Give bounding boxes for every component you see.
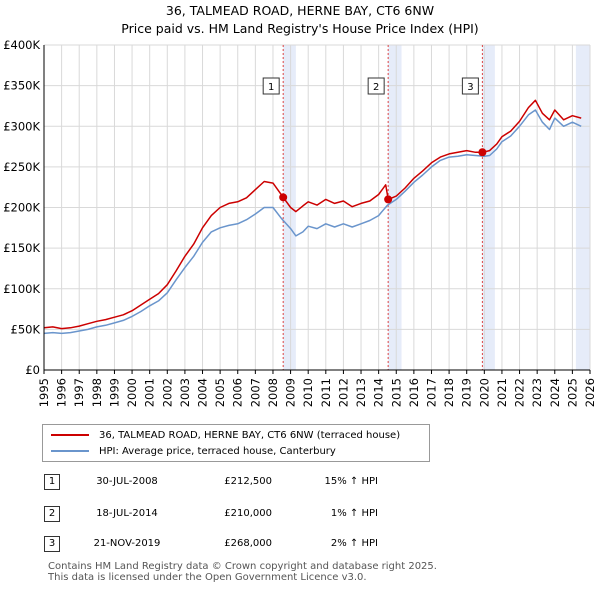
transaction-date: 30-JUL-2008 bbox=[96, 476, 158, 487]
sale-label: 1 bbox=[268, 82, 274, 93]
x-tick-label: 1997 bbox=[72, 378, 86, 407]
x-tick-label: 2022 bbox=[513, 378, 527, 407]
x-tick-label: 2005 bbox=[213, 378, 227, 407]
x-tick-label: 2023 bbox=[530, 378, 544, 407]
x-tick-label: 2008 bbox=[266, 378, 280, 407]
x-tick-label: 2002 bbox=[160, 378, 174, 407]
legend-item-hpi: HPI: Average price, terraced house, Cant… bbox=[51, 445, 336, 459]
y-tick-label: £400K bbox=[3, 38, 40, 52]
chart-legend: 36, TALMEAD ROAD, HERNE BAY, CT6 6NW (te… bbox=[42, 424, 430, 462]
y-tick-label: £350K bbox=[3, 79, 40, 93]
price-chart: 36, TALMEAD ROAD, HERNE BAY, CT6 6NW Pri… bbox=[3, 3, 597, 407]
transaction-date: 21-NOV-2019 bbox=[93, 538, 161, 549]
x-tick-label: 2012 bbox=[336, 378, 350, 407]
x-tick-label: 2001 bbox=[143, 378, 157, 407]
legend-line-hpi bbox=[51, 450, 89, 452]
transaction-price: £212,500 bbox=[224, 476, 272, 487]
x-tick-label: 1996 bbox=[55, 378, 69, 407]
x-tick-label: 2017 bbox=[424, 378, 438, 407]
y-tick-label: £150K bbox=[3, 241, 40, 255]
footer-line-1: Contains HM Land Registry data © Crown c… bbox=[48, 561, 437, 572]
x-tick-label: 2024 bbox=[548, 378, 562, 407]
footer-attribution: Contains HM Land Registry data © Crown c… bbox=[48, 561, 437, 583]
x-tick-label: 2018 bbox=[442, 378, 456, 407]
x-tick-label: 2026 bbox=[583, 378, 597, 407]
transaction-price: £210,000 bbox=[224, 508, 272, 519]
chart-subtitle: Price paid vs. HM Land Registry's House … bbox=[121, 21, 478, 36]
transaction-hpi-diff: 2% ↑ HPI bbox=[330, 538, 378, 549]
x-tick-label: 2010 bbox=[301, 378, 315, 407]
x-tick-label: 2007 bbox=[248, 378, 262, 407]
transaction-number: 3 bbox=[44, 536, 60, 552]
sale-label-box bbox=[461, 77, 479, 95]
legend-label-hpi: HPI: Average price, terraced house, Cant… bbox=[99, 446, 336, 457]
x-tick-label: 2009 bbox=[284, 378, 298, 407]
x-tick-label: 2013 bbox=[354, 378, 368, 407]
x-tick-label: 2011 bbox=[319, 378, 333, 407]
transaction-date: 18-JUL-2014 bbox=[96, 508, 158, 519]
x-tick-label: 2021 bbox=[495, 378, 509, 407]
y-tick-label: £100K bbox=[3, 282, 40, 296]
y-tick-label: £50K bbox=[11, 322, 41, 336]
x-tick-label: 2014 bbox=[372, 378, 386, 407]
legend-item-property: 36, TALMEAD ROAD, HERNE BAY, CT6 6NW (te… bbox=[51, 429, 400, 443]
sale-label-box bbox=[262, 77, 280, 95]
x-tick-label: 2003 bbox=[178, 378, 192, 407]
y-tick-label: £250K bbox=[3, 160, 40, 174]
x-tick-label: 2015 bbox=[389, 378, 403, 407]
transaction-price: £268,000 bbox=[224, 538, 272, 549]
transaction-hpi-diff: 1% ↑ HPI bbox=[330, 508, 378, 519]
transaction-hpi-diff: 15% ↑ HPI bbox=[324, 476, 378, 487]
x-tick-label: 2020 bbox=[477, 378, 491, 407]
legend-label-property: 36, TALMEAD ROAD, HERNE BAY, CT6 6NW (te… bbox=[99, 430, 401, 441]
sale-label-box bbox=[367, 77, 385, 95]
y-tick-label: £300K bbox=[3, 119, 40, 133]
x-tick-label: 2000 bbox=[125, 378, 139, 407]
x-tick-label: 1999 bbox=[107, 378, 121, 407]
sale-point bbox=[384, 195, 393, 204]
y-tick-label: £200K bbox=[3, 201, 40, 215]
footer-line-2: This data is licensed under the Open Gov… bbox=[48, 572, 367, 583]
x-tick-label: 2019 bbox=[460, 378, 474, 407]
series-line-property bbox=[43, 99, 582, 330]
y-tick-label: £0 bbox=[25, 363, 40, 377]
x-tick-label: 2016 bbox=[407, 378, 421, 407]
x-tick-label: 2006 bbox=[231, 378, 245, 407]
legend-line-property bbox=[51, 434, 89, 436]
sale-label: 2 bbox=[373, 82, 379, 93]
x-tick-label: 1998 bbox=[90, 378, 104, 407]
x-tick-label: 1995 bbox=[37, 378, 51, 407]
sale-point bbox=[478, 148, 487, 157]
x-tick-label: 2004 bbox=[196, 378, 210, 407]
sale-label: 3 bbox=[467, 82, 473, 93]
series-line-hpi bbox=[43, 109, 582, 335]
sale-point bbox=[279, 193, 288, 202]
chart-title: 36, TALMEAD ROAD, HERNE BAY, CT6 6NW bbox=[166, 3, 434, 18]
transaction-number: 2 bbox=[44, 506, 60, 522]
transaction-number: 1 bbox=[44, 474, 60, 490]
x-tick-label: 2025 bbox=[565, 378, 579, 407]
